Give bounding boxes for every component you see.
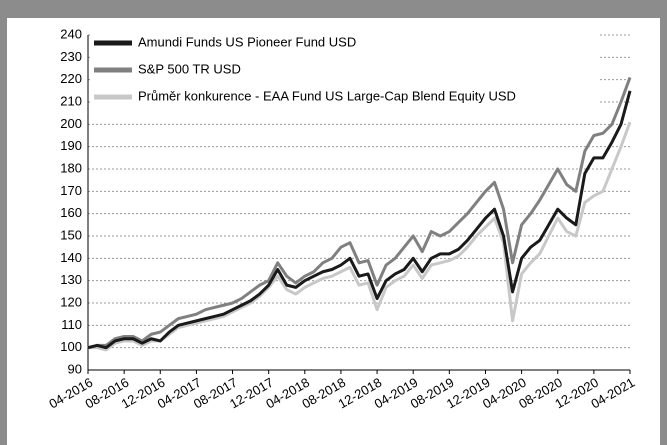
y-tick-label: 190 [60, 138, 82, 153]
y-tick-label: 170 [60, 183, 82, 198]
header-bar [0, 0, 667, 18]
y-tick-label: 240 [60, 26, 82, 41]
y-tick-label: 210 [60, 93, 82, 108]
y-tick-label: 100 [60, 339, 82, 354]
side-bar [660, 18, 667, 445]
y-tick-label: 160 [60, 205, 82, 220]
y-tick-label: 90 [68, 361, 82, 376]
y-tick-label: 220 [60, 71, 82, 86]
y-tick-label: 110 [61, 317, 82, 332]
y-tick-label: 140 [60, 250, 82, 265]
series-line [87, 76, 632, 350]
side-bar [0, 18, 7, 445]
y-tick-label: 200 [60, 116, 82, 131]
series-line [87, 90, 632, 350]
y-tick-label: 150 [60, 227, 82, 242]
y-tick-label: 120 [60, 294, 82, 309]
y-tick-label: 180 [60, 160, 82, 175]
series-line [88, 121, 632, 352]
y-tick-label: 130 [60, 272, 82, 287]
legend-label: Průměr konkurence - EAA Fund US Large-Ca… [138, 88, 516, 103]
legend-box [90, 33, 600, 111]
legend-label: S&P 500 TR USD [138, 61, 241, 76]
y-tick-label: 230 [60, 49, 82, 64]
legend-label: Amundi Funds US Pioneer Fund USD [138, 34, 356, 49]
